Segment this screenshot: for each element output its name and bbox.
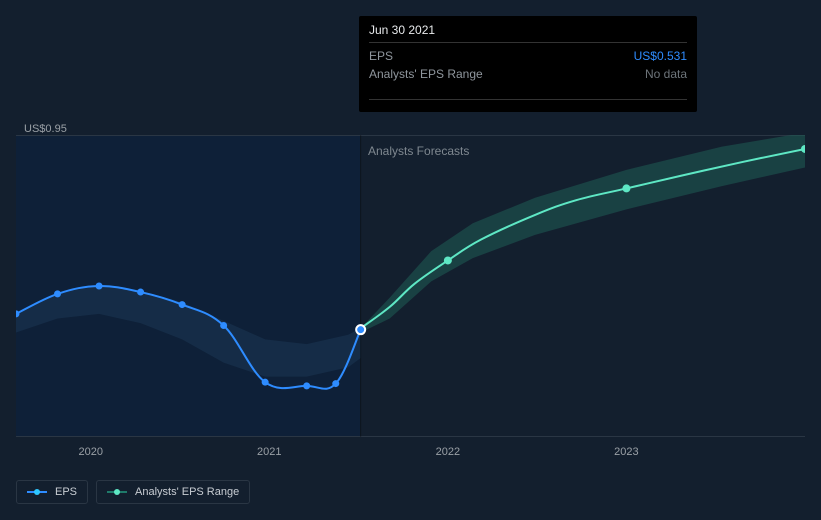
tooltip-row: Analysts' EPS Range No data [369,65,687,83]
tooltip-row-label: Analysts' EPS Range [369,67,483,81]
legend-item-eps[interactable]: EPS [16,480,88,504]
eps-chart: Jun 30 2021 EPS US$0.531 Analysts' EPS Ran… [0,0,821,520]
plot-area[interactable] [16,135,805,437]
tooltip-rows: EPS US$0.531 Analysts' EPS Range No data [359,43,697,99]
tooltip-divider [369,99,687,100]
x-axis-tick-label: 2022 [436,446,460,458]
legend-item-label: Analysts' EPS Range [135,486,239,498]
chart-tooltip: Jun 30 2021 EPS US$0.531 Analysts' EPS Ran… [359,16,697,112]
legend-swatch-icon [27,488,47,496]
tooltip-row-value: No data [645,67,687,81]
chart-legend: EPS Analysts' EPS Range [16,480,250,504]
tooltip-row-label: EPS [369,49,479,63]
tooltip-date: Jun 30 2021 [359,16,697,42]
legend-swatch-icon [107,488,127,496]
x-axis-tick-label: 2023 [614,446,638,458]
tooltip-row: EPS US$0.531 [369,47,687,65]
y-axis-max-label: US$0.95 [24,123,67,135]
legend-item-label: EPS [55,486,77,498]
legend-item-analysts[interactable]: Analysts' EPS Range [96,480,250,504]
tooltip-row-value: US$0.531 [634,49,687,63]
x-axis-tick-label: 2020 [78,446,102,458]
x-axis-tick-label: 2021 [257,446,281,458]
